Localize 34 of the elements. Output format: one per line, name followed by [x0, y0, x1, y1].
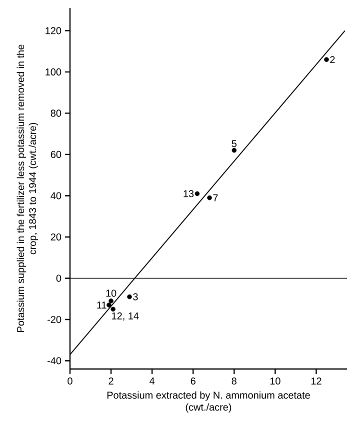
x-tick-label: 2: [108, 378, 114, 384]
x-tick-label: 8: [232, 378, 236, 385]
annotation: 5: [232, 140, 237, 148]
y-tick-label: -20: [48, 316, 62, 324]
annotation: 3: [133, 293, 138, 300]
annotation: 10: [106, 290, 116, 297]
annotation: 11: [97, 302, 106, 308]
point: [110, 306, 116, 312]
annotation: 7: [213, 194, 218, 202]
y-axis-title: Potassium supplied in the fertilizer less potassium removed in the crop, 1843 to 1944 (cwt./acre): [16, 44, 38, 332]
y-tick-label: 120: [46, 27, 62, 34]
y-tick-label: 40: [50, 192, 62, 200]
y-tick-label: 0: [56, 274, 62, 282]
annotation: 2: [330, 56, 335, 64]
y-tick-label: 60: [50, 150, 62, 158]
x-tick-label: 10: [270, 378, 280, 385]
point: [127, 294, 132, 300]
point: [207, 195, 212, 200]
point: [232, 148, 237, 153]
annotation: 13: [184, 190, 194, 198]
point: [106, 302, 112, 308]
x-tick-label: 6: [190, 378, 196, 385]
y-tick-label: 100: [46, 68, 62, 76]
x-tick-label: 0: [68, 378, 72, 385]
x-tick-label: 12: [311, 378, 322, 384]
point: [194, 191, 200, 196]
x-tick-label: 4: [150, 377, 155, 384]
annotation: 12, 14: [112, 312, 139, 321]
y-tick-label: 80: [50, 110, 62, 117]
y-tick-label: -40: [48, 357, 62, 364]
point: [108, 298, 114, 304]
point: [324, 57, 329, 62]
x-axis-title: Potassium extracted by N. ammonium acetate (cwt./acre): [107, 391, 310, 413]
y-tick-label: 20: [50, 233, 62, 240]
